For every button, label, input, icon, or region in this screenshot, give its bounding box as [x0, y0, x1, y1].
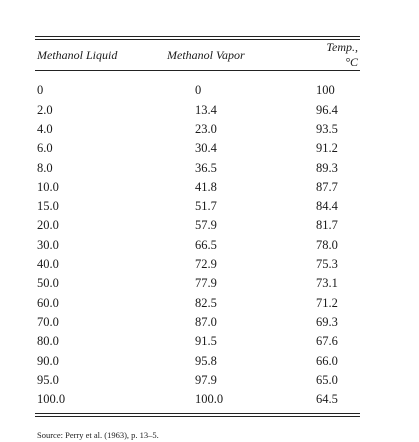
table-row: 0 0 100	[35, 81, 360, 100]
table-row: 95.0 97.9 65.0	[35, 370, 360, 389]
cell-methanol-liquid: 95.0	[37, 372, 59, 387]
top-double-rule	[35, 36, 360, 40]
cell-methanol-liquid: 2.0	[37, 102, 53, 117]
cell-methanol-vapor: 0	[195, 83, 202, 98]
cell-temperature: 65.0	[316, 372, 338, 387]
cell-methanol-vapor: 57.9	[195, 218, 217, 233]
cell-temperature: 69.3	[316, 314, 338, 329]
cell-methanol-liquid: 100.0	[37, 392, 66, 407]
cell-methanol-liquid: 50.0	[37, 276, 59, 291]
cell-temperature: 91.2	[316, 141, 338, 156]
cell-methanol-vapor: 51.7	[195, 199, 217, 214]
table-row: 50.0 77.9 73.1	[35, 274, 360, 293]
table-row: 70.0 87.0 69.3	[35, 313, 360, 332]
cell-temperature: 84.4	[316, 199, 338, 214]
cell-methanol-vapor: 87.0	[195, 314, 217, 329]
cell-methanol-vapor: 97.9	[195, 372, 217, 387]
data-table-body: 0 0 100 2.0 13.4 96.4 4.0 23.0 93.5 6.0 30.4 91.2 8.…	[35, 81, 360, 409]
cell-methanol-liquid: 90.0	[37, 353, 59, 368]
table-row: 20.0 57.9 81.7	[35, 216, 360, 235]
cell-temperature: 67.6	[316, 334, 338, 349]
cell-temperature: 71.2	[316, 295, 338, 310]
cell-methanol-vapor: 77.9	[195, 276, 217, 291]
table-row: 4.0 23.0 93.5	[35, 120, 360, 139]
cell-methanol-liquid: 0	[37, 83, 44, 98]
cell-methanol-liquid: 4.0	[37, 121, 53, 136]
bottom-double-rule	[35, 413, 360, 418]
cell-methanol-vapor: 30.4	[195, 141, 217, 156]
cell-temperature: 96.4	[316, 102, 338, 117]
table-row: 80.0 91.5 67.6	[35, 332, 360, 351]
cell-methanol-vapor: 82.5	[195, 295, 217, 310]
table-row: 8.0 36.5 89.3	[35, 158, 360, 177]
header-row: Methanol Liquid Methanol Vapor Temp., °C	[35, 40, 360, 70]
cell-methanol-vapor: 36.5	[195, 160, 217, 175]
cell-methanol-vapor: 100.0	[195, 392, 224, 407]
table-body: 0 0 100 2.0 13.4 96.4 4.0 23.0 93.5 6.0 30.4 91.2 8.…	[35, 81, 360, 409]
cell-methanol-liquid: 40.0	[37, 257, 59, 272]
cell-methanol-vapor: 95.8	[195, 353, 217, 368]
cell-temperature: 78.0	[316, 237, 338, 252]
header-methanol-vapor: Methanol Vapor	[167, 47, 245, 62]
table-row: 60.0 82.5 71.2	[35, 293, 360, 312]
table-header: Methanol Liquid Methanol Vapor Temp., °C	[35, 40, 360, 70]
vapor-liquid-equilibrium-table: Methanol Liquid Methanol Vapor Temp., °C…	[35, 36, 360, 418]
source-note: Source: Perry et al. (1963), p. 13–5.	[37, 430, 159, 440]
table-row: 100.0 100.0 64.5	[35, 390, 360, 409]
cell-temperature: 89.3	[316, 160, 338, 175]
cell-temperature: 93.5	[316, 121, 338, 136]
table-row: 30.0 66.5 78.0	[35, 235, 360, 254]
cell-methanol-vapor: 66.5	[195, 237, 217, 252]
table-row: 90.0 95.8 66.0	[35, 351, 360, 370]
table-row: 15.0 51.7 84.4	[35, 197, 360, 216]
cell-temperature: 66.0	[316, 353, 338, 368]
cell-temperature: 64.5	[316, 392, 338, 407]
cell-methanol-liquid: 60.0	[37, 295, 59, 310]
table-row: 10.0 41.8 87.7	[35, 177, 360, 196]
cell-methanol-vapor: 91.5	[195, 334, 217, 349]
cell-temperature: 81.7	[316, 218, 338, 233]
cell-methanol-vapor: 13.4	[195, 102, 217, 117]
cell-temperature: 100	[316, 83, 335, 98]
cell-methanol-liquid: 30.0	[37, 237, 59, 252]
cell-methanol-liquid: 80.0	[37, 334, 59, 349]
cell-methanol-liquid: 70.0	[37, 314, 59, 329]
header-methanol-liquid: Methanol Liquid	[37, 47, 118, 62]
table-row: 2.0 13.4 96.4	[35, 100, 360, 119]
cell-methanol-vapor: 23.0	[195, 121, 217, 136]
cell-methanol-liquid: 6.0	[37, 141, 53, 156]
cell-methanol-liquid: 8.0	[37, 160, 53, 175]
cell-methanol-vapor: 41.8	[195, 179, 217, 194]
cell-temperature: 73.1	[316, 276, 338, 291]
table-row: 40.0 72.9 75.3	[35, 255, 360, 274]
data-table: Methanol Liquid Methanol Vapor Temp., °C	[35, 40, 360, 70]
cell-methanol-vapor: 72.9	[195, 257, 217, 272]
cell-temperature: 87.7	[316, 179, 338, 194]
cell-methanol-liquid: 20.0	[37, 218, 59, 233]
table-row: 6.0 30.4 91.2	[35, 139, 360, 158]
cell-methanol-liquid: 10.0	[37, 179, 59, 194]
header-temperature: Temp., °C	[326, 40, 358, 69]
cell-temperature: 75.3	[316, 257, 338, 272]
header-rule	[35, 70, 360, 71]
cell-methanol-liquid: 15.0	[37, 199, 59, 214]
